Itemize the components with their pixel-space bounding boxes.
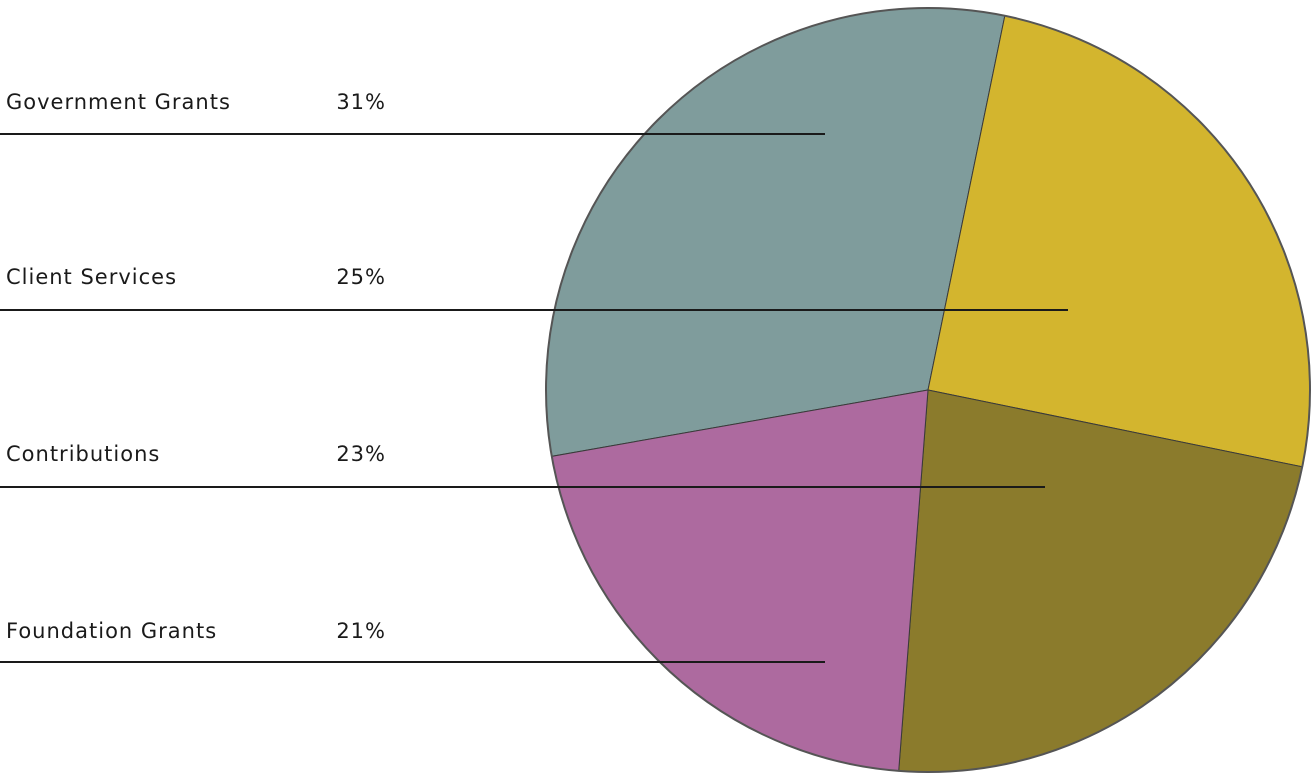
- value-label: 25%: [336, 265, 386, 289]
- value-label: 31%: [336, 90, 386, 114]
- category-label: Contributions: [6, 442, 160, 466]
- legend: Government Grants 31% Client Services 25% Co…: [0, 90, 1068, 663]
- pie-slice: [551, 389, 929, 772]
- value-label: 21%: [336, 619, 386, 643]
- value-label: 23%: [336, 442, 386, 466]
- category-label: Client Services: [6, 265, 177, 289]
- pie-outline: [545, 7, 1311, 773]
- category-label: Foundation Grants: [6, 619, 217, 643]
- category-label: Government Grants: [6, 90, 231, 114]
- pie: [545, 7, 1311, 773]
